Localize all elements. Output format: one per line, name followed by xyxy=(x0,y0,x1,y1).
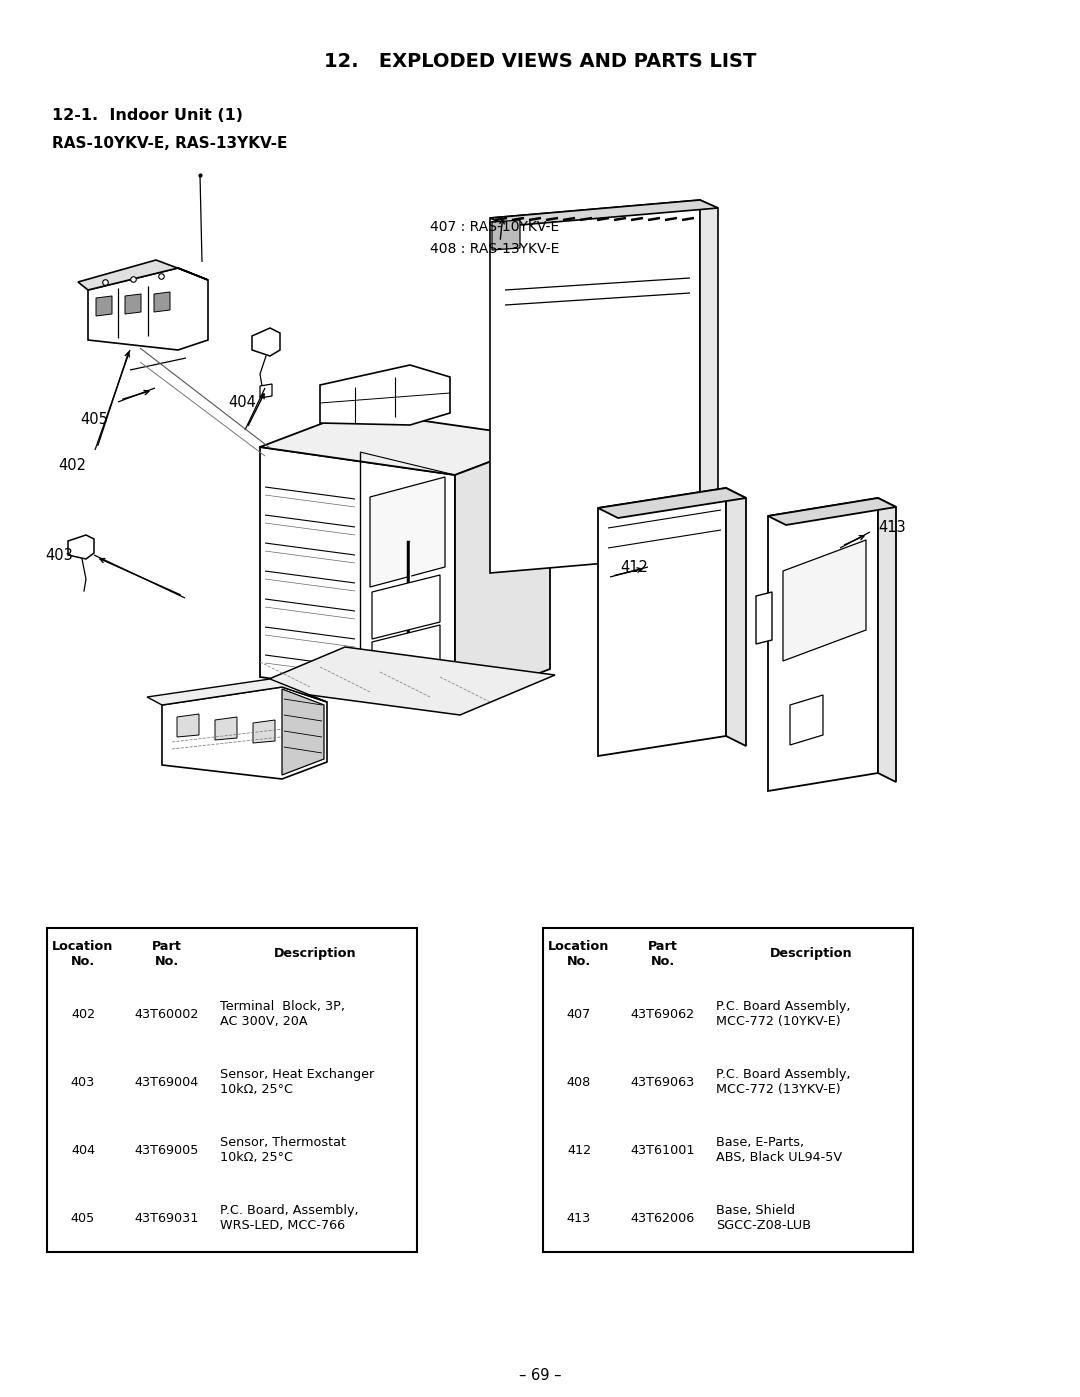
Polygon shape xyxy=(490,200,700,573)
Text: P.C. Board, Assembly,
WRS-LED, MCC-766: P.C. Board, Assembly, WRS-LED, MCC-766 xyxy=(220,1204,359,1232)
Text: 12.   EXPLODED VIEWS AND PARTS LIST: 12. EXPLODED VIEWS AND PARTS LIST xyxy=(324,52,756,71)
Polygon shape xyxy=(789,694,823,745)
Polygon shape xyxy=(372,576,440,638)
Text: 43T62006: 43T62006 xyxy=(631,1211,694,1225)
Polygon shape xyxy=(598,488,726,756)
Text: 43T69063: 43T69063 xyxy=(631,1076,694,1088)
Text: Sensor, Thermostat
10kΩ, 25°C: Sensor, Thermostat 10kΩ, 25°C xyxy=(220,1136,346,1164)
Text: 403: 403 xyxy=(45,548,72,563)
Text: Location
No.: Location No. xyxy=(549,940,610,968)
Polygon shape xyxy=(78,260,208,291)
Text: – 69 –: – 69 – xyxy=(518,1368,562,1383)
Polygon shape xyxy=(177,714,199,738)
Text: 405: 405 xyxy=(80,412,108,427)
Polygon shape xyxy=(700,200,718,563)
Polygon shape xyxy=(598,488,746,518)
Text: 404: 404 xyxy=(71,1144,95,1157)
Bar xyxy=(543,928,913,1252)
Polygon shape xyxy=(768,497,878,791)
Polygon shape xyxy=(154,292,170,312)
Text: Location
No.: Location No. xyxy=(52,940,113,968)
Polygon shape xyxy=(96,296,112,316)
Text: 413: 413 xyxy=(567,1211,591,1225)
Text: 408 : RAS-13YKV-E: 408 : RAS-13YKV-E xyxy=(430,242,559,256)
Text: 413: 413 xyxy=(878,520,906,535)
Polygon shape xyxy=(455,439,550,705)
Polygon shape xyxy=(252,328,280,356)
Polygon shape xyxy=(147,679,327,705)
Text: Part
No.: Part No. xyxy=(648,940,677,968)
Text: Sensor, Heat Exchanger
10kΩ, 25°C: Sensor, Heat Exchanger 10kΩ, 25°C xyxy=(220,1067,375,1097)
Polygon shape xyxy=(162,687,327,780)
Polygon shape xyxy=(125,293,141,314)
Text: 403: 403 xyxy=(71,1076,95,1088)
Polygon shape xyxy=(492,219,519,250)
Text: Description: Description xyxy=(274,947,356,961)
Polygon shape xyxy=(370,476,445,587)
Polygon shape xyxy=(768,497,896,525)
Text: 412: 412 xyxy=(620,560,648,576)
Text: 43T69062: 43T69062 xyxy=(631,1007,694,1020)
Text: 43T69031: 43T69031 xyxy=(134,1211,199,1225)
Text: 43T69004: 43T69004 xyxy=(134,1076,199,1088)
Text: 407 : RAS-10YKV-E: 407 : RAS-10YKV-E xyxy=(430,219,559,235)
Polygon shape xyxy=(260,447,455,705)
Text: Base, E-Parts,
ABS, Black UL94-5V: Base, E-Parts, ABS, Black UL94-5V xyxy=(716,1136,842,1164)
Polygon shape xyxy=(726,488,746,746)
Polygon shape xyxy=(282,689,324,775)
Polygon shape xyxy=(260,384,272,398)
Text: 405: 405 xyxy=(71,1211,95,1225)
Polygon shape xyxy=(253,719,275,743)
Text: 404: 404 xyxy=(228,395,256,409)
Text: 43T61001: 43T61001 xyxy=(631,1144,694,1157)
Polygon shape xyxy=(87,268,208,351)
Text: Base, Shield
SGCC-Z08-LUB: Base, Shield SGCC-Z08-LUB xyxy=(716,1204,811,1232)
Text: 412: 412 xyxy=(567,1144,591,1157)
Polygon shape xyxy=(783,541,866,661)
Polygon shape xyxy=(260,411,550,475)
Text: 402: 402 xyxy=(58,458,86,474)
Polygon shape xyxy=(756,592,772,644)
Polygon shape xyxy=(68,535,94,559)
Text: 407: 407 xyxy=(567,1007,591,1020)
Text: 43T69005: 43T69005 xyxy=(134,1144,199,1157)
Text: Terminal  Block, 3P,
AC 300V, 20A: Terminal Block, 3P, AC 300V, 20A xyxy=(220,1000,345,1028)
Polygon shape xyxy=(215,717,237,740)
Bar xyxy=(48,928,417,1252)
Text: 12-1.  Indoor Unit (1): 12-1. Indoor Unit (1) xyxy=(52,108,243,123)
Text: 43T60002: 43T60002 xyxy=(134,1007,199,1020)
Text: P.C. Board Assembly,
MCC-772 (13YKV-E): P.C. Board Assembly, MCC-772 (13YKV-E) xyxy=(716,1067,851,1097)
Text: P.C. Board Assembly,
MCC-772 (10YKV-E): P.C. Board Assembly, MCC-772 (10YKV-E) xyxy=(716,1000,851,1028)
Polygon shape xyxy=(490,200,718,226)
Polygon shape xyxy=(878,497,896,782)
Text: RAS-10YKV-E, RAS-13YKV-E: RAS-10YKV-E, RAS-13YKV-E xyxy=(52,136,287,151)
Polygon shape xyxy=(249,647,555,715)
Text: Part
No.: Part No. xyxy=(151,940,181,968)
Text: Description: Description xyxy=(770,947,853,961)
Text: 402: 402 xyxy=(71,1007,95,1020)
Polygon shape xyxy=(320,365,450,425)
Text: 408: 408 xyxy=(567,1076,591,1088)
Polygon shape xyxy=(372,624,440,694)
